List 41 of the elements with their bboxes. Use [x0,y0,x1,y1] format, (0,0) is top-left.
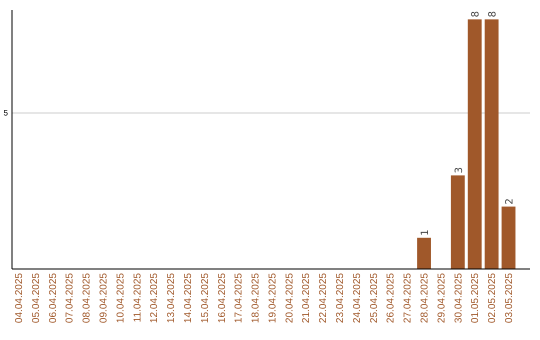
bar [468,19,482,269]
x-tick-label: 09.04.2025 [98,272,110,324]
x-tick-label: 26.04.2025 [386,272,397,324]
bar [484,19,499,269]
bar [502,206,516,269]
x-tick-label: 12.04.2025 [149,272,160,324]
data-label: 1 [420,229,432,236]
x-tick-label: 19.04.2025 [267,272,278,324]
x-tick-label: 06.04.2025 [48,272,59,324]
data-label: 3 [454,167,465,174]
x-tick-label: 04.04.2025 [14,272,25,324]
x-tick-label: 21.04.2025 [301,272,312,324]
bar [450,175,465,269]
x-tick-label: 07.04.2025 [64,272,76,324]
x-tick-label: 20.04.2025 [284,272,296,324]
x-tick-label: 11.04.2025 [132,272,144,322]
x-tick-label: 29.04.2025 [436,272,448,324]
x-tick-label: 13.04.2025 [166,272,178,324]
x-tick-label: 01.05.2025 [470,272,482,324]
x-tick-label: 03.05.2025 [504,272,516,324]
x-tick-label: 22.04.2025 [318,272,330,324]
x-tick-label: 24.04.2025 [352,272,363,324]
x-tick-label: 28.04.2025 [420,272,431,324]
data-label: 2 [504,198,516,205]
x-tick-label: 05.04.2025 [30,272,42,324]
x-tick-label: 14.04.2025 [182,272,194,324]
x-tick-label: 16.04.2025 [216,272,228,324]
x-tick-label: 23.04.2025 [335,272,346,324]
x-tick-label: 17.04.2025 [234,272,245,324]
x-tick-label: 18.04.2025 [250,272,262,324]
x-tick-label: 30.04.2025 [453,272,464,324]
x-tick-label: 08.04.2025 [82,272,93,324]
data-label: 8 [488,10,499,18]
x-tick-label: 27.04.2025 [402,272,414,324]
x-tick-label: 10.04.2025 [115,272,126,324]
x-tick-label: 02.05.2025 [487,272,498,324]
bar [417,238,431,269]
x-tick-label: 25.04.2025 [368,272,380,324]
x-tick-label: 15.04.2025 [200,272,211,324]
y-tick-label: 5 [4,108,9,118]
data-label: 8 [470,10,482,18]
